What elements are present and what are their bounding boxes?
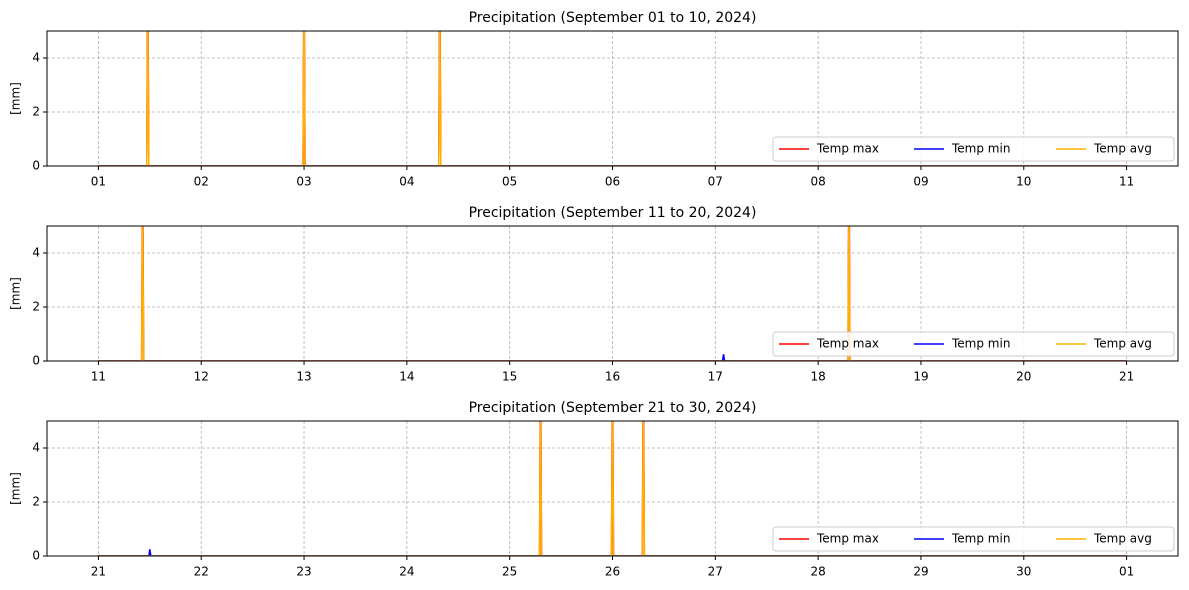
y-tick-label: 2 bbox=[32, 495, 40, 509]
series-line bbox=[98, 31, 1127, 166]
x-tick-label: 21 bbox=[1119, 370, 1134, 384]
legend-label: Temp avg bbox=[1093, 142, 1152, 156]
x-tick-label: 04 bbox=[399, 175, 414, 189]
x-tick-label: 30 bbox=[1016, 565, 1031, 579]
y-tick-label: 4 bbox=[32, 246, 40, 260]
legend: Temp max Temp min Temp avg bbox=[772, 526, 1175, 552]
legend: Temp max Temp min Temp avg bbox=[772, 136, 1175, 162]
legend-label: Temp avg bbox=[1093, 532, 1152, 546]
x-tick-label: 22 bbox=[194, 565, 209, 579]
x-tick-label: 14 bbox=[399, 370, 414, 384]
y-tick-label: 0 bbox=[32, 549, 40, 563]
series-line bbox=[98, 549, 1127, 556]
axes-frame bbox=[46, 225, 1179, 362]
x-tick-label: 21 bbox=[91, 565, 106, 579]
legend-label: Temp max bbox=[816, 142, 879, 156]
x-tick-label: 07 bbox=[708, 175, 723, 189]
subplot: Precipitation (September 11 to 20, 2024)… bbox=[9, 205, 1179, 384]
y-tick-label: 2 bbox=[32, 105, 40, 119]
x-tick-label: 11 bbox=[1119, 175, 1134, 189]
x-tick-label: 11 bbox=[91, 370, 106, 384]
x-tick-label: 09 bbox=[913, 175, 928, 189]
chart-title: Precipitation (September 01 to 10, 2024) bbox=[469, 10, 757, 26]
legend-label: Temp max bbox=[816, 532, 879, 546]
y-tick-label: 2 bbox=[32, 300, 40, 314]
plot-area bbox=[98, 226, 1127, 361]
series-line bbox=[98, 226, 1127, 361]
x-tick-label: 25 bbox=[502, 565, 517, 579]
legend-box bbox=[772, 331, 1175, 357]
x-tick-label: 10 bbox=[1016, 175, 1031, 189]
x-tick-label: 06 bbox=[605, 175, 620, 189]
y-tick-label: 0 bbox=[32, 354, 40, 368]
subplot: Precipitation (September 21 to 30, 2024)… bbox=[9, 400, 1179, 579]
legend-box bbox=[772, 136, 1175, 162]
x-tick-label: 01 bbox=[1119, 565, 1134, 579]
x-tick-label: 29 bbox=[913, 565, 928, 579]
x-tick-label: 27 bbox=[708, 565, 723, 579]
y-axis-label: [mm] bbox=[9, 82, 23, 115]
legend-label: Temp min bbox=[951, 142, 1010, 156]
legend-label: Temp min bbox=[951, 337, 1010, 351]
axes-frame bbox=[46, 30, 1179, 167]
y-tick-label: 0 bbox=[32, 159, 40, 173]
y-tick-label: 4 bbox=[32, 441, 40, 455]
y-tick-label: 4 bbox=[32, 51, 40, 65]
x-tick-label: 19 bbox=[913, 370, 928, 384]
x-tick-label: 28 bbox=[810, 565, 825, 579]
x-tick-label: 20 bbox=[1016, 370, 1031, 384]
legend: Temp max Temp min Temp avg bbox=[772, 331, 1175, 357]
chart-title: Precipitation (September 11 to 20, 2024) bbox=[469, 205, 757, 221]
x-tick-label: 05 bbox=[502, 175, 517, 189]
legend-label: Temp max bbox=[816, 337, 879, 351]
y-axis-label: [mm] bbox=[9, 277, 23, 310]
legend-label: Temp min bbox=[951, 532, 1010, 546]
x-tick-label: 18 bbox=[810, 370, 825, 384]
x-tick-label: 23 bbox=[296, 565, 311, 579]
axes-frame bbox=[46, 420, 1179, 557]
y-axis-label: [mm] bbox=[9, 472, 23, 505]
series-line bbox=[98, 354, 1127, 361]
x-tick-label: 16 bbox=[605, 370, 620, 384]
x-tick-label: 17 bbox=[708, 370, 723, 384]
chart-title: Precipitation (September 21 to 30, 2024) bbox=[469, 400, 757, 416]
x-tick-label: 01 bbox=[91, 175, 106, 189]
x-tick-label: 26 bbox=[605, 565, 620, 579]
x-tick-label: 24 bbox=[399, 565, 414, 579]
plot-area bbox=[98, 421, 1127, 556]
x-tick-label: 15 bbox=[502, 370, 517, 384]
x-tick-label: 13 bbox=[296, 370, 311, 384]
legend-label: Temp avg bbox=[1093, 337, 1152, 351]
x-tick-label: 12 bbox=[194, 370, 209, 384]
subplot: Precipitation (September 01 to 10, 2024)… bbox=[9, 10, 1179, 189]
legend-box bbox=[772, 526, 1175, 552]
x-tick-label: 02 bbox=[194, 175, 209, 189]
x-tick-label: 03 bbox=[296, 175, 311, 189]
x-tick-label: 08 bbox=[810, 175, 825, 189]
plot-area bbox=[98, 31, 1127, 166]
